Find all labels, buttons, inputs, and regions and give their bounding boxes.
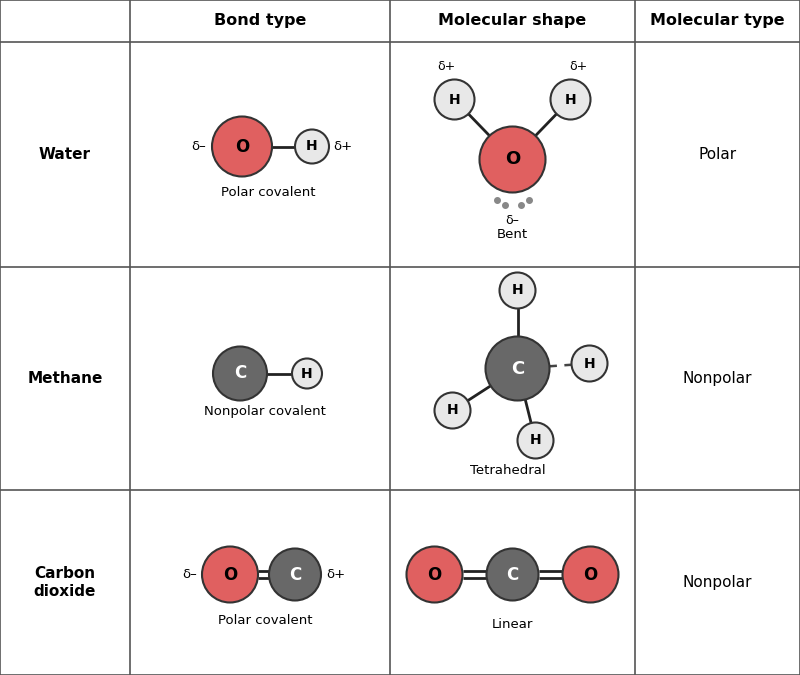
Text: Methane: Methane	[27, 371, 102, 386]
Circle shape	[479, 126, 546, 192]
Circle shape	[202, 547, 258, 603]
Text: Tetrahedral: Tetrahedral	[470, 464, 546, 477]
Text: H: H	[512, 284, 523, 298]
Text: Polar covalent: Polar covalent	[218, 614, 312, 627]
Circle shape	[499, 273, 535, 308]
Circle shape	[212, 117, 272, 176]
Text: H: H	[565, 92, 576, 107]
Text: Carbon
dioxide: Carbon dioxide	[34, 566, 96, 599]
Text: Nonpolar: Nonpolar	[682, 371, 752, 386]
Circle shape	[292, 358, 322, 389]
Circle shape	[562, 547, 618, 603]
Text: δ–: δ–	[191, 140, 206, 153]
Text: H: H	[584, 356, 595, 371]
Text: H: H	[530, 433, 542, 448]
Text: Water: Water	[39, 147, 91, 162]
Text: Polar covalent: Polar covalent	[221, 186, 315, 199]
Text: Bond type: Bond type	[214, 14, 306, 28]
Text: O: O	[583, 566, 598, 583]
Text: δ+: δ+	[326, 568, 345, 581]
Text: Bent: Bent	[497, 228, 528, 241]
Text: Linear: Linear	[492, 618, 533, 631]
Text: δ–: δ–	[506, 213, 519, 227]
Text: H: H	[301, 367, 313, 381]
Text: H: H	[306, 140, 318, 153]
Text: O: O	[427, 566, 442, 583]
Text: δ+: δ+	[570, 61, 588, 74]
Text: C: C	[511, 360, 524, 377]
Circle shape	[213, 346, 267, 400]
Text: δ–: δ–	[182, 568, 197, 581]
Text: H: H	[449, 92, 460, 107]
Circle shape	[434, 80, 474, 119]
Text: C: C	[506, 566, 518, 583]
Text: Molecular shape: Molecular shape	[438, 14, 586, 28]
Circle shape	[269, 549, 321, 601]
Text: C: C	[234, 364, 246, 383]
Circle shape	[550, 80, 590, 119]
Text: Polar: Polar	[698, 147, 737, 162]
Circle shape	[406, 547, 462, 603]
Circle shape	[434, 392, 470, 429]
Text: H: H	[446, 404, 458, 418]
Circle shape	[295, 130, 329, 163]
Text: O: O	[505, 151, 520, 169]
Text: Nonpolar: Nonpolar	[682, 575, 752, 590]
Text: C: C	[289, 566, 301, 583]
Circle shape	[518, 423, 554, 458]
Text: δ+: δ+	[438, 61, 456, 74]
Text: Nonpolar covalent: Nonpolar covalent	[204, 405, 326, 418]
Text: O: O	[235, 138, 249, 155]
Text: O: O	[223, 566, 237, 583]
Text: δ+: δ+	[333, 140, 352, 153]
Circle shape	[486, 549, 538, 601]
Text: Molecular type: Molecular type	[650, 14, 785, 28]
Circle shape	[571, 346, 607, 381]
Circle shape	[486, 337, 550, 400]
